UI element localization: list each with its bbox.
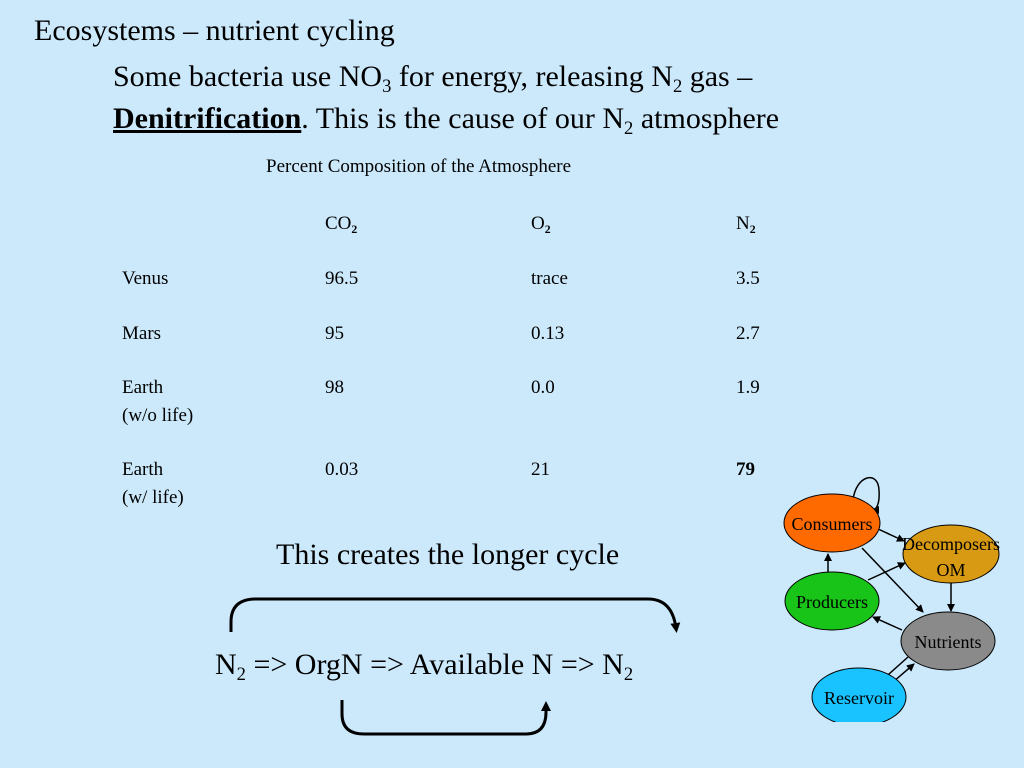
cell-co2: 95 (325, 323, 344, 344)
svg-text:Nutrients: Nutrients (915, 632, 982, 652)
bullet-line-2: Denitrification. This is the cause of ou… (113, 102, 780, 139)
node-reservoir: Reservoir (811, 667, 907, 722)
slide-title: Ecosystems – nutrient cycling (34, 14, 395, 47)
cell-o2: trace (531, 268, 568, 289)
cell-n2: 3.5 (736, 268, 760, 289)
edge-consumers-decomposers (875, 527, 905, 542)
header-co2: CO2 (325, 213, 358, 236)
svg-text:Decomposers: Decomposers (902, 534, 1000, 554)
cell-co2: 98 (325, 377, 344, 398)
short-cycle-arrow (340, 700, 551, 736)
svg-text:Producers: Producers (796, 592, 868, 612)
svg-text:OM: OM (936, 560, 965, 580)
cell-o2: 21 (531, 459, 550, 480)
cell-co2: 96.5 (325, 268, 359, 289)
node-consumers: Consumers (783, 493, 881, 553)
header-o2: O2 (531, 213, 551, 236)
cell-o2: 0.0 (531, 377, 555, 398)
cell-n2-highlight: 79 (736, 459, 755, 480)
header-n2: N2 (736, 213, 756, 236)
edge-nutrients-producers (872, 616, 903, 631)
node-decomposers: Decomposers OM (902, 524, 1000, 584)
svg-text:Consumers: Consumers (792, 514, 873, 534)
cell-n2: 1.9 (736, 377, 760, 398)
row-label: Earth (122, 459, 164, 480)
row-label: Earth (122, 377, 164, 398)
row-sublabel: (w/o life) (122, 405, 194, 426)
cycle-caption: This creates the longer cycle (276, 538, 620, 571)
cell-o2: 0.13 (531, 323, 565, 344)
row-label: Venus (122, 268, 169, 289)
cell-n2: 2.7 (736, 323, 760, 344)
edge-consumers-nutrients (861, 547, 924, 613)
consumers-self-loop (852, 476, 880, 514)
row-label: Mars (122, 323, 162, 344)
node-producers: Producers (784, 571, 880, 631)
long-cycle-arrow (229, 597, 681, 633)
row-sublabel: (w/ life) (122, 487, 184, 508)
nitrogen-cycle-formula: N2 => OrgN => Available N => N2 (215, 648, 634, 685)
edge-producers-decomposers (867, 562, 906, 581)
table-title: Percent Composition of the Atmosphere (266, 156, 572, 177)
cell-co2: 0.03 (325, 459, 359, 480)
node-nutrients: Nutrients (900, 611, 996, 671)
bullet-line-1: Some bacteria use NO3 for energy, releas… (113, 60, 753, 97)
nutrient-flow-diagram: Consumers Decomposers OM Producers Nutri… (783, 476, 1000, 722)
svg-text:Reservoir: Reservoir (824, 688, 894, 708)
denitrification-term: Denitrification (113, 102, 302, 135)
